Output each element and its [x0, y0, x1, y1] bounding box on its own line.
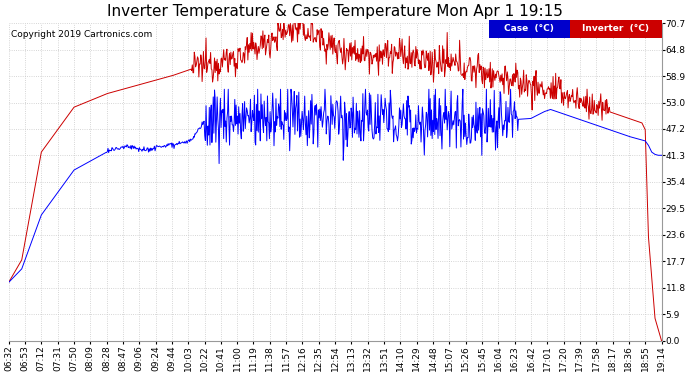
Text: Copyright 2019 Cartronics.com: Copyright 2019 Cartronics.com — [10, 30, 152, 39]
Title: Inverter Temperature & Case Temperature Mon Apr 1 19:15: Inverter Temperature & Case Temperature … — [107, 4, 563, 19]
